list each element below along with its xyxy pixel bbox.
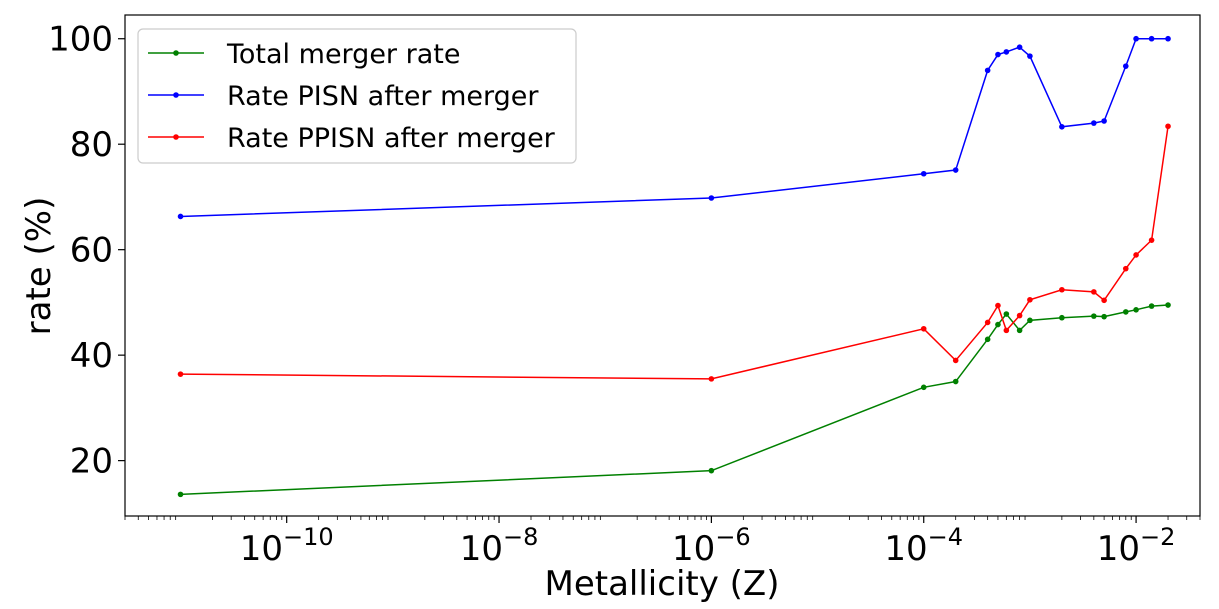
data-point xyxy=(1165,302,1171,308)
data-point xyxy=(1101,313,1107,320)
legend-entry: Total merger rate xyxy=(148,39,460,70)
legend: Total merger rate Rate PISN after merger R… xyxy=(137,28,577,164)
data-point xyxy=(708,376,715,382)
data-point xyxy=(1027,53,1033,59)
x-tick-label: 10−2 xyxy=(1097,523,1176,569)
x-tick-label: 10−10 xyxy=(240,523,334,569)
y-tick-label: 100 xyxy=(48,20,113,60)
data-point xyxy=(1003,327,1010,334)
data-point xyxy=(984,67,991,74)
y-axis-label: rate (%) xyxy=(19,197,59,336)
data-point xyxy=(1133,306,1139,313)
data-point xyxy=(1091,313,1097,319)
legend-frame xyxy=(137,28,577,164)
legend-swatch-marker xyxy=(173,92,179,98)
legend-label: Rate PISN after merger xyxy=(227,81,539,112)
data-point xyxy=(1027,296,1033,303)
legend-entries: Total merger rate Rate PISN after merger R… xyxy=(148,39,556,154)
legend-label: Total merger rate xyxy=(226,39,460,70)
y-tick-label: 80 xyxy=(70,125,113,165)
data-point xyxy=(1133,252,1139,258)
series-layer xyxy=(177,35,1171,498)
data-point xyxy=(1165,35,1171,42)
legend-entry: Rate PISN after merger xyxy=(148,81,539,112)
series-line xyxy=(180,304,1169,496)
data-point xyxy=(1148,237,1155,243)
data-point xyxy=(1016,312,1023,319)
legend-entry: Rate PPISN after merger xyxy=(148,123,556,154)
data-point xyxy=(177,213,184,220)
data-point xyxy=(1101,297,1107,304)
x-tick-label: 10−8 xyxy=(460,523,539,569)
data-point xyxy=(920,384,927,391)
x-axis-label: Metallicity (Z) xyxy=(545,564,780,604)
data-point xyxy=(1027,317,1033,324)
data-point xyxy=(1122,265,1129,272)
y-tick-label: 60 xyxy=(70,231,113,271)
data-point xyxy=(952,167,959,173)
y-axis-ticks: 20 40 60 80 100 xyxy=(48,20,125,482)
legend-label: Rate PPISN after merger xyxy=(227,123,556,154)
y-tick-label: 40 xyxy=(70,336,113,376)
data-point xyxy=(920,325,927,332)
data-point xyxy=(177,491,184,498)
data-point xyxy=(952,378,959,385)
data-point xyxy=(995,51,1001,58)
data-point xyxy=(984,319,991,326)
x-axis-ticks: 10−10 10−8 10−6 10−4 10−2 xyxy=(124,516,1201,569)
data-point xyxy=(1059,314,1065,321)
data-point xyxy=(1091,289,1097,295)
series-2 xyxy=(177,123,1171,382)
series-line xyxy=(180,37,1169,218)
data-point xyxy=(708,195,715,201)
data-point xyxy=(952,357,959,364)
series-1 xyxy=(177,35,1171,220)
data-point xyxy=(984,336,991,343)
legend-swatch-marker xyxy=(173,134,179,140)
x-tick-label: 10−6 xyxy=(672,523,751,569)
data-point xyxy=(1003,311,1010,317)
data-point xyxy=(1133,35,1139,42)
data-point xyxy=(1122,309,1129,315)
series-0 xyxy=(177,302,1171,498)
y-tick-label: 20 xyxy=(70,442,113,482)
data-point xyxy=(1059,124,1065,130)
legend-swatch-marker xyxy=(173,50,179,56)
data-point xyxy=(1059,286,1065,293)
data-point xyxy=(177,371,184,377)
data-point xyxy=(1016,44,1023,50)
plot-frame xyxy=(124,14,1201,517)
data-point xyxy=(995,321,1001,328)
data-point xyxy=(1148,303,1155,309)
data-point xyxy=(1122,63,1129,69)
series-line xyxy=(180,126,1169,380)
x-tick-label: 10−4 xyxy=(884,523,963,569)
data-point xyxy=(1091,120,1097,126)
data-point xyxy=(1003,49,1010,55)
data-point xyxy=(1165,123,1171,130)
data-point xyxy=(1148,35,1155,42)
data-point xyxy=(708,467,715,474)
data-point xyxy=(920,170,927,177)
data-point xyxy=(1016,327,1023,334)
data-point xyxy=(1101,118,1107,124)
data-point xyxy=(995,302,1001,309)
